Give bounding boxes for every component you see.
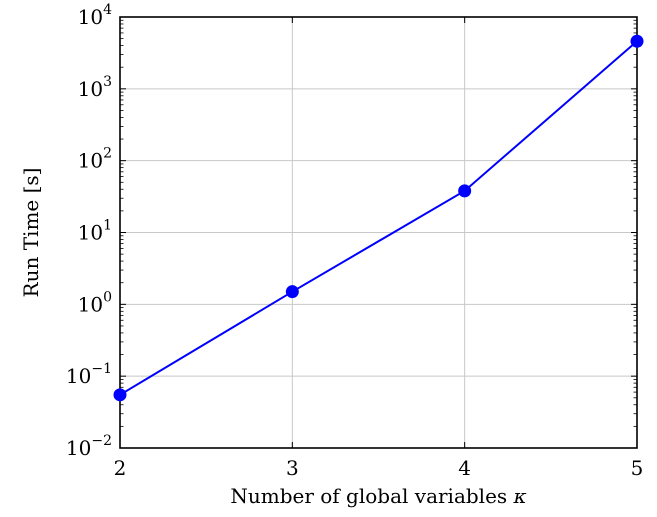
x-tick-labels: 2 3 4 5 (114, 456, 644, 480)
y-tick-label: 101 (78, 218, 112, 245)
y-tick-label: 10−1 (66, 361, 112, 388)
y-tick-label-exponent: 3 (103, 74, 112, 90)
y-tick-label-base: 10 (78, 149, 103, 173)
x-axis-label: Number of global variables κ (230, 484, 526, 508)
y-tick-label-exponent: 0 (103, 289, 112, 305)
y-tick-label: 100 (78, 289, 112, 316)
x-axis-label-symbol: κ (513, 484, 527, 508)
y-tick-label-base: 10 (78, 77, 103, 101)
data-point (113, 388, 127, 402)
y-tick-label: 10−2 (66, 433, 112, 460)
y-tick-label-exponent: 1 (103, 218, 112, 234)
y-axis-label: Run Time [s] (19, 168, 43, 298)
plot-frame (119, 16, 638, 449)
data-point (285, 285, 299, 299)
x-tick-label: 3 (286, 456, 299, 480)
x-axis-label-text: Number of global variables (230, 484, 507, 508)
series-layer (113, 34, 644, 402)
y-tick-label-exponent: −2 (91, 433, 112, 449)
x-tick-label: 2 (114, 456, 127, 480)
grid (119, 17, 638, 448)
data-point (630, 34, 644, 48)
y-tick-label: 102 (78, 146, 112, 173)
y-tick-label: 104 (78, 2, 112, 29)
x-tick-label: 4 (458, 456, 471, 480)
data-point (458, 184, 472, 198)
minor-ticks (120, 19, 637, 427)
y-tick-label-exponent: 2 (103, 146, 112, 162)
y-tick-label-base: 10 (66, 436, 91, 460)
x-tick-label: 5 (631, 456, 644, 480)
y-tick-label-base: 10 (78, 5, 103, 29)
y-tick-label-base: 10 (78, 221, 103, 245)
series-line (119, 40, 638, 396)
y-tick-label: 103 (78, 74, 112, 101)
y-tick-label-exponent: −1 (91, 361, 112, 377)
y-tick-label-base: 10 (78, 292, 103, 316)
y-tick-label-base: 10 (66, 364, 91, 388)
y-tick-label-exponent: 4 (103, 2, 112, 18)
